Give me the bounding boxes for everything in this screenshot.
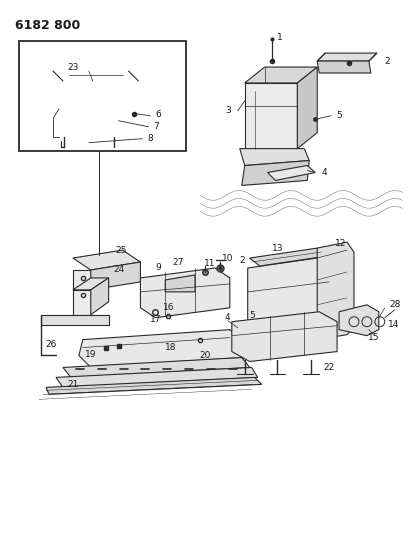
Polygon shape bbox=[73, 278, 109, 290]
Text: 3: 3 bbox=[225, 106, 231, 115]
Text: 5: 5 bbox=[336, 111, 342, 120]
Text: 2: 2 bbox=[384, 56, 390, 66]
Text: 27: 27 bbox=[173, 257, 184, 266]
Text: 19: 19 bbox=[85, 350, 97, 359]
Text: 23: 23 bbox=[67, 62, 79, 71]
Text: 13: 13 bbox=[272, 244, 283, 253]
Text: 6: 6 bbox=[155, 110, 161, 119]
Polygon shape bbox=[140, 268, 230, 318]
Text: 5: 5 bbox=[249, 311, 255, 320]
Text: 4: 4 bbox=[225, 313, 231, 322]
Polygon shape bbox=[63, 358, 250, 377]
Text: 22: 22 bbox=[324, 363, 335, 372]
Text: 2: 2 bbox=[239, 255, 244, 264]
Text: 11: 11 bbox=[204, 259, 216, 268]
Polygon shape bbox=[59, 109, 129, 136]
Text: 14: 14 bbox=[388, 320, 399, 329]
Text: 10: 10 bbox=[222, 254, 234, 263]
Text: 25: 25 bbox=[115, 246, 126, 255]
Polygon shape bbox=[53, 71, 138, 81]
Polygon shape bbox=[165, 275, 195, 292]
Text: 16: 16 bbox=[162, 303, 174, 312]
Text: 4: 4 bbox=[322, 168, 327, 177]
Polygon shape bbox=[46, 377, 262, 394]
Polygon shape bbox=[79, 330, 242, 367]
Text: 24: 24 bbox=[113, 265, 124, 274]
Polygon shape bbox=[73, 250, 140, 270]
Text: 20: 20 bbox=[199, 351, 211, 360]
Text: 21: 21 bbox=[67, 380, 79, 389]
Polygon shape bbox=[317, 242, 354, 340]
Text: 12: 12 bbox=[335, 239, 347, 248]
Polygon shape bbox=[41, 315, 109, 325]
Text: 6182 800: 6182 800 bbox=[15, 19, 80, 33]
Text: 15: 15 bbox=[368, 333, 379, 342]
Polygon shape bbox=[240, 149, 309, 166]
Polygon shape bbox=[297, 67, 317, 149]
Polygon shape bbox=[268, 166, 315, 181]
Polygon shape bbox=[245, 67, 317, 83]
Polygon shape bbox=[91, 278, 109, 315]
Text: 7: 7 bbox=[153, 122, 159, 131]
Polygon shape bbox=[59, 101, 138, 109]
Polygon shape bbox=[317, 61, 371, 73]
Text: 26: 26 bbox=[45, 340, 57, 349]
Text: 17: 17 bbox=[150, 315, 161, 324]
Polygon shape bbox=[232, 312, 337, 361]
Polygon shape bbox=[73, 290, 91, 315]
Bar bbox=[64, 115, 106, 129]
Polygon shape bbox=[317, 53, 377, 61]
Text: 9: 9 bbox=[155, 263, 161, 272]
Polygon shape bbox=[250, 248, 327, 266]
Polygon shape bbox=[73, 270, 91, 290]
Polygon shape bbox=[56, 367, 257, 387]
Text: 1: 1 bbox=[277, 33, 282, 42]
Text: 28: 28 bbox=[389, 300, 400, 309]
Polygon shape bbox=[248, 258, 329, 330]
Bar bbox=[19, 41, 186, 151]
Polygon shape bbox=[91, 262, 140, 290]
Text: 8: 8 bbox=[148, 134, 153, 143]
Polygon shape bbox=[242, 160, 309, 185]
Polygon shape bbox=[339, 305, 379, 336]
Text: 18: 18 bbox=[164, 343, 176, 352]
Polygon shape bbox=[245, 83, 297, 149]
Polygon shape bbox=[129, 101, 138, 136]
